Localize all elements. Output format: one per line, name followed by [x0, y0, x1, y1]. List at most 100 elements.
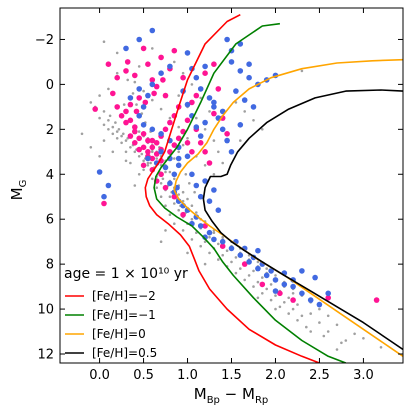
y-tick-label: 0	[46, 78, 54, 93]
scatter-point	[211, 99, 217, 106]
scatter-point	[98, 116, 101, 120]
legend-label: [Fe/H]=0.5	[92, 346, 157, 360]
scatter-point	[259, 281, 266, 288]
scatter-point	[252, 269, 255, 273]
scatter-point	[167, 63, 173, 70]
scatter-point	[224, 36, 230, 43]
scatter-point	[224, 137, 230, 144]
scatter-point	[162, 126, 169, 133]
scatter-point	[193, 124, 200, 130]
scatter-point	[173, 60, 176, 64]
scatter-point	[252, 285, 255, 288]
scatter-point	[186, 137, 189, 140]
scatter-point	[149, 155, 156, 162]
scatter-point	[171, 193, 178, 200]
scatter-point	[118, 113, 125, 119]
scatter-point	[135, 103, 138, 106]
scatter-point	[162, 164, 169, 171]
scatter-point	[373, 297, 380, 303]
scatter-point	[171, 142, 178, 148]
scatter-point	[145, 155, 151, 162]
scatter-point	[123, 68, 129, 74]
scatter-point	[140, 45, 147, 52]
scatter-point	[175, 162, 182, 169]
scatter-point	[151, 177, 154, 181]
scatter-point	[325, 295, 332, 301]
scatter-point	[145, 149, 151, 155]
legend-label: [Fe/H]=−1	[92, 308, 156, 322]
scatter-point	[80, 132, 84, 136]
scatter-point	[111, 125, 115, 129]
scatter-point	[136, 86, 142, 92]
scatter-point	[153, 151, 160, 157]
scatter-point	[211, 187, 217, 193]
scatter-point	[326, 314, 330, 318]
scatter-point	[123, 45, 129, 52]
scatter-point	[318, 321, 321, 324]
scatter-point	[274, 274, 277, 277]
scatter-point	[102, 110, 106, 113]
scatter-point	[208, 251, 211, 255]
y-tick-label: 10	[37, 303, 54, 318]
scatter-point	[239, 267, 242, 270]
scatter-point	[168, 213, 172, 216]
scatter-point	[105, 61, 112, 67]
scatter-point	[299, 268, 305, 274]
scatter-point	[151, 98, 154, 102]
scatter-point	[149, 77, 156, 83]
scatter-point	[190, 217, 194, 221]
scatter-point	[127, 95, 134, 101]
scatter-point	[164, 229, 167, 232]
scatter-point	[190, 204, 194, 207]
scatter-point	[155, 186, 158, 189]
scatter-point	[272, 288, 279, 294]
scatter-point	[219, 243, 226, 249]
scatter-point	[184, 173, 188, 176]
scatter-point	[335, 348, 339, 351]
scatter-point	[208, 110, 211, 113]
scatter-point	[140, 162, 147, 169]
scatter-point	[237, 122, 244, 128]
scatter-point	[120, 141, 123, 145]
scatter-point	[89, 146, 93, 149]
scatter-point	[101, 200, 107, 207]
scatter-point	[225, 249, 229, 252]
scatter-series-0	[80, 40, 383, 351]
scatter-point	[167, 149, 173, 155]
scatter-point	[188, 182, 191, 185]
scatter-point	[265, 287, 269, 291]
scatter-point	[305, 325, 308, 329]
scatter-point	[173, 157, 176, 160]
scatter-point	[123, 108, 129, 115]
scatter-point	[133, 80, 137, 84]
scatter-point	[177, 193, 180, 196]
scatter-point	[239, 139, 242, 142]
scatter-point	[256, 296, 260, 300]
scatter-point	[161, 177, 165, 181]
scatter-point	[123, 119, 129, 126]
scatter-point	[309, 312, 313, 315]
scatter-point	[173, 202, 176, 205]
scatter-point	[133, 184, 137, 187]
scatter-point	[107, 128, 110, 131]
scatter-point	[309, 330, 313, 333]
scatter-point	[167, 119, 173, 126]
scatter-point	[142, 168, 145, 172]
scatter-point	[180, 211, 186, 218]
scatter-point	[158, 70, 164, 76]
legend: age = 1 × 10¹⁰ yr [Fe/H]=−2[Fe/H]=−1[Fe/…	[64, 266, 188, 360]
scatter-point	[241, 261, 248, 267]
scatter-point	[261, 292, 264, 295]
scatter-point	[177, 208, 180, 212]
scatter-point	[115, 130, 119, 133]
scatter-point	[189, 149, 195, 155]
scatter-point	[132, 140, 138, 146]
scatter-series-2	[96, 27, 332, 308]
scatter-point	[181, 229, 185, 232]
scatter-point	[159, 240, 163, 243]
scatter-point	[164, 204, 167, 207]
scatter-point	[237, 252, 244, 258]
scatter-point	[136, 135, 142, 142]
scatter-point	[221, 253, 224, 257]
scatter-point	[171, 47, 178, 54]
